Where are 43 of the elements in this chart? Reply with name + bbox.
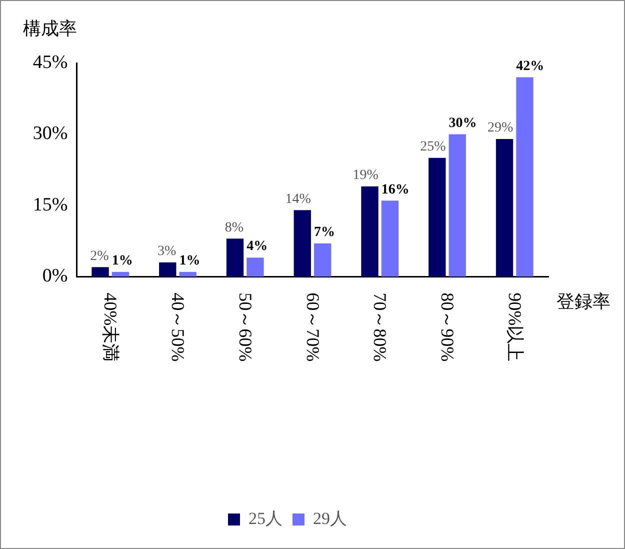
x-tick-label: 90%以上 (504, 292, 525, 362)
y-tick-label: 15% (32, 194, 68, 216)
y-tick-label: 30% (32, 123, 68, 144)
bar (448, 134, 466, 277)
bar (246, 258, 264, 277)
bar (179, 272, 196, 277)
x-tick-label: 40～50% (168, 292, 188, 362)
y-tick-label: 0% (42, 266, 68, 287)
legend-label: 29人 (313, 508, 347, 528)
data-label: 42% (516, 58, 544, 74)
x-tick-label: 40%未満 (100, 292, 121, 362)
data-label: 25% (420, 140, 446, 155)
x-tick-label: 80～90% (438, 292, 458, 362)
y-tick-label: 45% (32, 52, 68, 73)
bar (294, 210, 311, 277)
bar (361, 186, 378, 277)
x-tick-label: 50～60% (235, 292, 256, 362)
bar (496, 138, 514, 277)
x-tick-label: 70～80% (370, 292, 390, 362)
x-axis-title: 登録率 (556, 291, 610, 312)
data-label: 7% (314, 224, 336, 240)
data-label: 1% (112, 253, 133, 268)
data-label: 16% (381, 182, 410, 198)
bar (516, 77, 534, 277)
bar (381, 200, 399, 277)
data-label: 30% (448, 116, 477, 131)
data-label: 3% (158, 244, 177, 260)
bar (92, 267, 109, 277)
bar (226, 238, 244, 277)
bar (428, 158, 446, 277)
data-label: 1% (179, 253, 200, 268)
bar (112, 272, 130, 277)
y-axis-title: 構成率 (23, 18, 77, 39)
legend-label: 25人 (248, 508, 282, 528)
bar (314, 243, 332, 277)
data-label: 8% (224, 220, 244, 236)
data-label: 29% (487, 120, 514, 136)
bar (159, 262, 176, 277)
x-tick-label: 60～70% (302, 292, 323, 362)
data-label: 14% (285, 192, 312, 207)
data-label: 19% (352, 168, 379, 184)
data-label: 4% (246, 239, 268, 254)
data-label: 2% (90, 248, 110, 264)
